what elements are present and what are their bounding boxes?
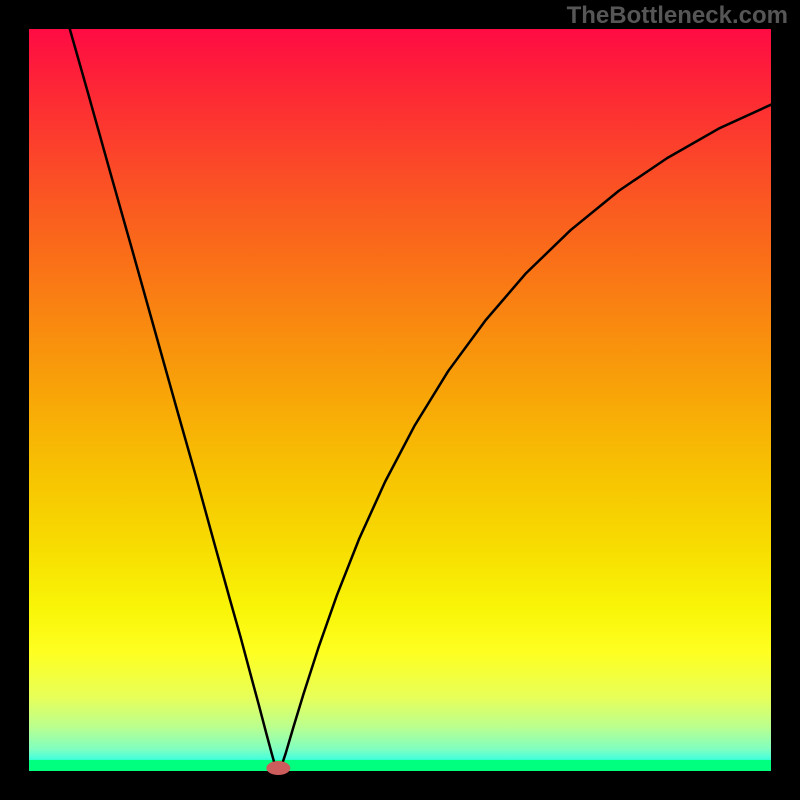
watermark-text: TheBottleneck.com [567, 2, 788, 30]
green-band [29, 760, 771, 771]
plot-background [29, 29, 771, 771]
bottleneck-chart [0, 0, 800, 800]
minimum-marker [266, 761, 290, 775]
chart-frame: { "watermark": { "text": "TheBottleneck.… [0, 0, 800, 800]
